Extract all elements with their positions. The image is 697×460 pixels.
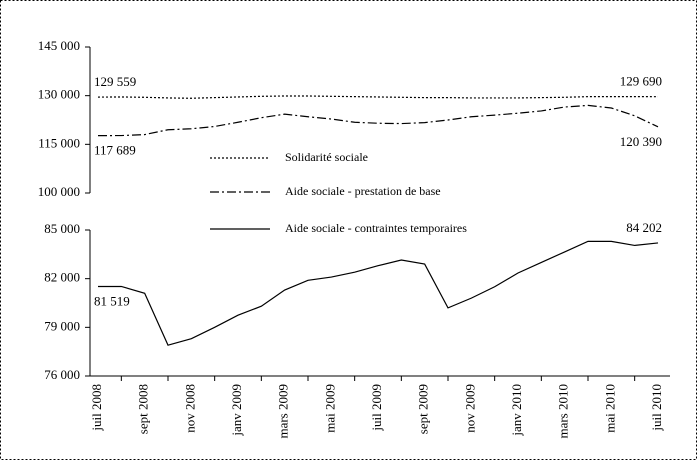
series-line [97, 95, 659, 99]
y-tick-label: 76 000 [44, 367, 80, 382]
y-tick-label: 100 000 [38, 184, 80, 199]
y-tick-label: 130 000 [38, 87, 80, 102]
legend-label: Aide sociale - contraintes temporaires [285, 221, 467, 235]
y-tick-label: 79 000 [44, 318, 80, 333]
y-tick-label: 145 000 [38, 38, 80, 53]
x-tick-label: sept 2008 [136, 384, 151, 434]
value-label: 81 519 [94, 293, 130, 308]
x-tick-label: mai 2010 [602, 384, 617, 433]
series-line [97, 104, 659, 137]
value-label: 129 690 [620, 74, 662, 89]
x-tick-label: juil 2010 [649, 384, 664, 432]
x-tick-label: mars 2010 [556, 384, 571, 439]
y-tick-label: 85 000 [44, 221, 80, 236]
x-tick-label: juil 2008 [89, 384, 104, 432]
x-tick-label: juil 2009 [369, 384, 384, 432]
legend-label: Aide sociale - prestation de base [285, 184, 441, 198]
value-label: 129 559 [94, 74, 136, 89]
x-tick-label: janv 2009 [229, 384, 244, 437]
x-tick-label: mars 2009 [276, 384, 291, 439]
x-tick-label: janv 2010 [509, 384, 524, 437]
value-label: 117 689 [94, 143, 136, 158]
x-tick-label: mai 2009 [322, 384, 337, 433]
y-tick-label: 82 000 [44, 270, 80, 285]
legend-label: Solidarité sociale [285, 150, 368, 164]
x-tick-label: sept 2009 [416, 384, 431, 434]
y-tick-label: 115 000 [38, 135, 80, 150]
x-tick-label: nov 2008 [182, 384, 197, 433]
value-label: 84 202 [626, 220, 662, 235]
series-line [98, 240, 659, 346]
value-label: 120 390 [620, 134, 662, 149]
x-tick-label: nov 2009 [462, 384, 477, 433]
